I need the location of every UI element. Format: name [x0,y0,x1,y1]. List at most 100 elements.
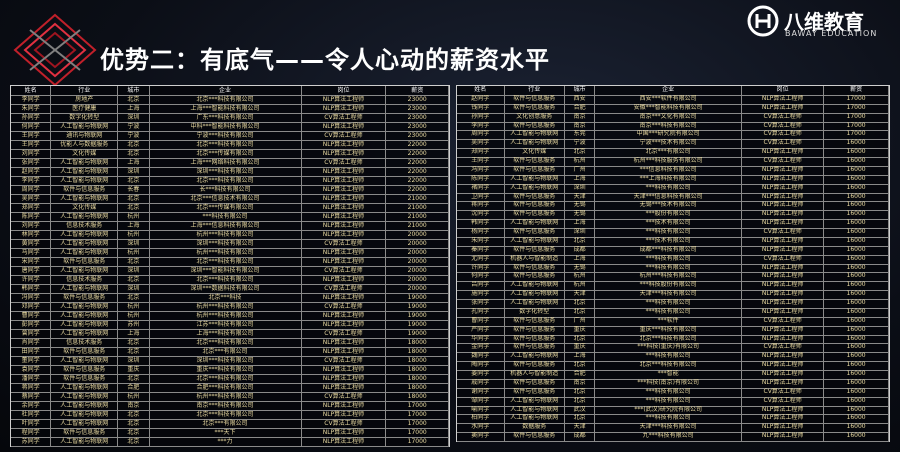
table-cell: 16000 [824,192,889,202]
table-cell: NLP算法工程师 [302,194,387,203]
table-cell: 北京 [118,410,150,419]
logo-shape [13,13,97,87]
table-cell: 22000 [386,185,449,194]
table-cell: 数据服务 [505,423,565,433]
table-cell: 苏州 [118,320,150,329]
table-cell: 北京***科技有限公司 [150,140,302,149]
table-cell: 北京 [565,148,596,157]
table-cell: 杭州 [118,230,150,239]
table-cell: 人工智能与物联网 [505,405,565,415]
table-row: 王同学 优能人与数据服务 北京 北京***科技有限公司 NLP算法工程师 22000 [11,140,449,150]
table-cell: 上海***信息科技有限公司 [150,221,302,230]
table-cell: ***科技有限公司 [595,352,743,362]
table-cell: CV算法工程师 [742,316,825,326]
table-cell: NLP算法工程师 [302,203,387,212]
table-cell: 许同学 [457,263,505,273]
table-cell: 医疗健康 [51,104,119,113]
table-cell: NLP算法工程师 [302,104,387,113]
table-cell: 16000 [824,343,889,353]
table-cell: 16000 [824,423,889,433]
table-cell: 合肥 [118,383,150,392]
table-row: 董同学 人工智能与物联网 深圳 深圳***科技有限公司 CV算法工程师 18000 [11,356,449,366]
table-cell: 杭州 [118,248,150,257]
table-cell: 人工智能与物联网 [505,183,565,193]
table-cell: 北京 [565,334,596,344]
table-cell: NLP算法工程师 [742,378,825,388]
header-row: 姓名 行业 城市 企业 岗位 薪资 [457,86,889,96]
table-cell: 窦同学 [457,432,505,441]
table-cell: 唐同学 [11,266,52,275]
table-cell: 杭州 [118,302,150,311]
table-cell: NLP算法工程师 [742,299,825,308]
table-cell: 赵同学 [457,94,505,104]
table-cell: 李同学 [11,95,52,104]
table-cell: 重庆***科技有限公司 [595,325,743,335]
table-cell: 深圳 [118,167,150,176]
table-cell: 软件与信息服务 [505,432,565,441]
table-cell: 16000 [824,414,889,424]
table-cell: 人工智能与物联网 [505,281,565,291]
table-cell: 中国***研究院有限公司 [595,130,743,140]
table-row: 邓同学 人工智能与物联网 杭州 杭州***科技有限公司 CV算法工程师 19000 [11,302,449,312]
table-cell: ***科技(重庆)有限公司 [595,343,743,353]
header-cell: 企业 [595,86,743,95]
table-cell: 杭州 [118,311,150,320]
table-cell: 软件与信息服务 [505,94,565,104]
table-cell: 杭州 [118,212,150,221]
table-cell: 文化传媒 [51,149,119,158]
table-cell: 魏同学 [457,352,505,362]
table-cell: 曾同学 [11,329,52,338]
table-cell: 吴同学 [11,194,52,203]
table-cell: 卫同学 [457,192,505,202]
table-cell: 18000 [386,383,449,392]
slide-title: 优势二：有底气——令人心动的薪资水平 [100,46,550,74]
table-cell: 程同学 [11,428,52,437]
table-cell: 田同学 [11,347,52,356]
header-cell: 姓名 [11,86,52,95]
table-cell: CV算法工程师 [742,387,825,397]
table-cell: NLP算法工程师 [302,293,387,302]
table-row: 谢同学 软件与信息服务 北京 ***科技有限公司 CV算法工程师 16000 [457,387,889,398]
table-cell: 机器人与智能制造 [505,254,565,264]
table-row: 蒋同学 人工智能与物联网 合肥 合肥***科技有限公司 NLP算法工程师 18000 [11,383,449,393]
table-row: 曾同学 人工智能与物联网 上海 上海***科技有限公司 CV算法工程师 19000 [11,329,449,339]
table-cell: 王同学 [457,157,505,166]
table-cell: 王同学 [11,140,52,149]
table-cell: 软件与信息服务 [505,201,565,211]
table-cell: NLP算法工程师 [302,311,387,320]
table-cell: ***技术有限公司 [595,219,743,228]
table-cell: CV算法工程师 [302,239,387,248]
table-cell: 朱同学 [457,236,505,246]
table-cell: 北京 [565,361,596,370]
table-cell: 施同学 [457,290,505,299]
table-cell: 广州 [565,316,596,326]
table-cell: 18000 [386,365,449,374]
table-cell: 马同学 [11,248,52,257]
table-cell: 软件与信息服务 [505,121,565,131]
table-cell: 吴同学 [457,139,505,149]
table-cell: NLP算法工程师 [742,352,825,362]
table-cell: 邹同学 [457,396,505,406]
table-cell: 南京 [565,121,596,131]
table-cell: NLP算法工程师 [742,432,825,441]
table-cell: 优能人与数据服务 [51,140,119,149]
table-row: 孔同学 数字化转型 北京 ***科技有限公司 NLP算法工程师 16000 [457,307,889,318]
table-cell: 16000 [824,174,889,184]
table-cell: 北京***科技 [150,293,302,302]
table-row: 陈同学 人工智能与物联网 杭州 ***科技有限公司 NLP算法工程师 21000 [11,212,449,222]
table-cell: 北京 [565,414,596,424]
table-cell: 信息技术服务 [51,275,119,284]
table-cell: 16000 [824,245,889,255]
table-cell: 北京 [565,387,596,397]
table-cell: 北京 [118,347,150,356]
table-cell: 人工智能与物联网 [505,290,565,299]
table-cell: 上海 [565,352,596,362]
table-cell: 深圳***科技有限公司 [150,167,302,176]
table-cell: 软件与信息服务 [505,325,565,335]
table-cell: ***科技有限公司 [595,307,743,317]
table-cell: 人工智能与物联网 [505,236,565,246]
table-cell: 北京 [118,338,150,347]
table-cell: 深圳***科技有限公司 [150,239,302,248]
table-cell: CV算法工程师 [302,284,387,293]
table-cell: 北京***科技有限公司 [150,338,302,347]
